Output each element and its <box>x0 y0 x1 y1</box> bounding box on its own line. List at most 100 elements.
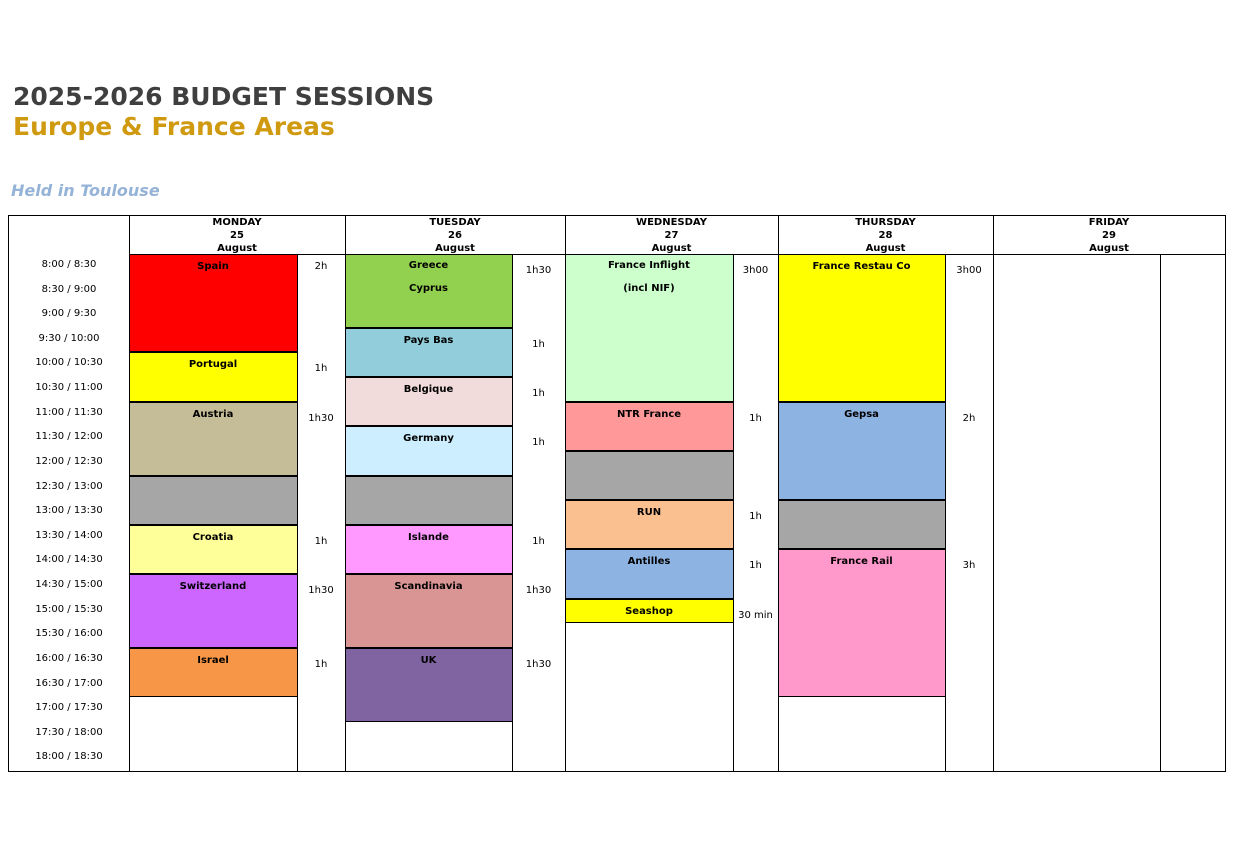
session-duration: 1h <box>314 535 328 547</box>
time-slot-label: 10:00 / 10:30 <box>35 357 103 369</box>
day-header: TUESDAY 26 August <box>345 216 565 254</box>
day-header-day: TUESDAY <box>429 217 481 228</box>
session-duration: 2h <box>314 261 328 272</box>
session-duration: 1h <box>749 560 762 572</box>
grid-line <box>345 215 346 771</box>
time-slot-label: 12:30 / 13:00 <box>35 480 103 492</box>
grid-line <box>993 215 994 771</box>
session-duration: 3h00 <box>956 265 982 276</box>
time-slot-label: 13:00 / 13:30 <box>35 505 103 517</box>
session-duration: 1h30 <box>525 658 552 670</box>
session-label: Gepsa <box>844 408 879 420</box>
session-block: Pays Bas <box>345 327 512 378</box>
session-duration: 1h30 <box>525 585 552 597</box>
break-block <box>345 475 512 525</box>
break-block <box>565 450 733 501</box>
session-duration: 1h <box>314 363 328 375</box>
session-label: Seashop <box>625 605 673 617</box>
day-header-day: WEDNESDAY <box>636 217 707 228</box>
time-slot-label: 10:30 / 11:00 <box>35 382 103 394</box>
session-duration: 1h <box>749 511 762 523</box>
session-block: Croatia <box>129 524 297 575</box>
day-header-day: THURSDAY <box>855 217 916 228</box>
session-block: UK <box>345 647 512 722</box>
time-slot-label: 15:30 / 16:00 <box>35 628 103 640</box>
session-block: Israel <box>129 647 297 698</box>
time-slot-label: 18:00 / 18:30 <box>35 751 103 763</box>
page-title: 2025-2026 BUDGET SESSIONS <box>13 82 435 111</box>
session-label: Cyprus <box>408 283 449 294</box>
session-duration: 2h <box>962 412 976 424</box>
session-block: Germany <box>345 426 512 476</box>
session-label: Croatia <box>192 531 234 543</box>
session-label: (incl NIF) <box>623 283 675 294</box>
session-block: Greece Cyprus <box>345 254 512 328</box>
grid-line <box>297 254 298 771</box>
session-label: Germany <box>403 433 454 445</box>
time-slot-label: 17:30 / 18:00 <box>35 726 103 738</box>
session-duration: 1h <box>532 535 545 547</box>
break-block <box>129 475 297 525</box>
time-slot-label: 14:30 / 15:00 <box>35 579 103 591</box>
day-header-day: FRIDAY <box>1088 217 1130 228</box>
grid-line <box>8 771 1226 772</box>
grid-line <box>1160 254 1161 771</box>
session-block: Switzerland <box>129 574 297 648</box>
session-label: Islande <box>408 531 449 543</box>
session-block: Austria <box>129 401 297 476</box>
session-duration: 1h30 <box>308 412 334 424</box>
session-label: Belgique <box>403 384 454 396</box>
time-slot-label: 16:30 / 17:00 <box>35 677 103 689</box>
session-label: Portugal <box>188 359 238 371</box>
session-label: France Rail <box>830 556 893 568</box>
session-label: Switzerland <box>179 581 247 593</box>
day-header: FRIDAY 29 August <box>993 216 1225 254</box>
grid-line <box>512 254 513 771</box>
day-header-day: MONDAY <box>212 217 262 228</box>
session-block: Antilles <box>565 549 733 599</box>
grid-line <box>733 254 734 771</box>
session-label: UK <box>420 654 437 666</box>
page-subtitle: Europe & France Areas <box>13 112 335 141</box>
time-slot-label: 8:30 / 9:00 <box>41 283 97 295</box>
break-block <box>778 500 945 550</box>
session-block: NTR France <box>565 401 733 451</box>
day-header-month: August <box>435 243 475 254</box>
session-block: Islande <box>345 524 512 575</box>
session-duration: 1h <box>532 437 545 449</box>
session-label: Austria <box>192 408 234 420</box>
session-block: RUN <box>565 500 733 550</box>
day-header-date: 27 <box>664 230 679 241</box>
session-duration: 1h <box>532 338 545 350</box>
day-header-month: August <box>651 243 692 254</box>
time-slot-label: 14:00 / 14:30 <box>35 554 103 566</box>
session-block: Gepsa <box>778 401 945 501</box>
grid-line <box>565 215 566 771</box>
grid-line <box>129 215 130 771</box>
session-duration: 1h <box>532 388 545 400</box>
time-slot-label: 11:00 / 11:30 <box>35 406 103 418</box>
time-slot-label: 13:30 / 14:00 <box>35 529 103 541</box>
session-duration: 3h <box>962 560 976 572</box>
day-header-date: 26 <box>448 230 462 241</box>
session-block: Belgique <box>345 377 512 427</box>
day-header-month: August <box>217 243 257 254</box>
session-duration: 1h <box>314 658 328 670</box>
time-slot-label: 16:00 / 16:30 <box>35 652 103 664</box>
day-header: WEDNESDAY 27 August <box>565 216 778 254</box>
day-header-date: 28 <box>878 230 893 241</box>
session-block: Spain <box>129 254 297 353</box>
day-header-month: August <box>865 243 906 254</box>
session-label: Greece <box>408 260 449 271</box>
grid-line <box>1225 215 1226 772</box>
session-duration: 1h30 <box>308 585 334 597</box>
session-label: RUN <box>636 507 662 519</box>
session-duration: 1h <box>749 412 762 424</box>
session-label: France Restau Co <box>812 261 911 272</box>
session-duration: 3h00 <box>742 265 769 276</box>
time-slot-label: 17:00 / 17:30 <box>35 702 103 714</box>
time-slot-label: 9:30 / 10:00 <box>38 332 100 344</box>
session-label: Pays Bas <box>403 334 454 346</box>
grid-line <box>8 215 1226 216</box>
